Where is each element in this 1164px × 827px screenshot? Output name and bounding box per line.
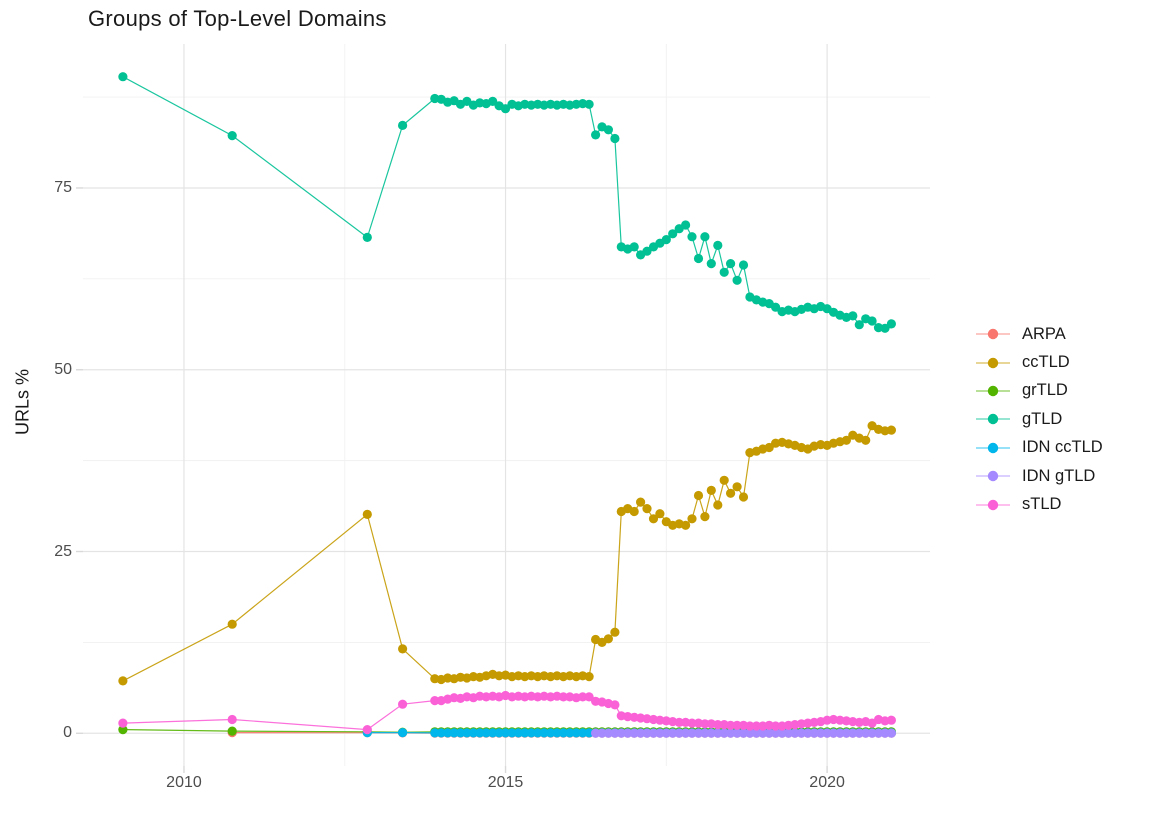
series-ccTLD: [118, 421, 897, 686]
x-tick-label-2015: 2015: [487, 774, 524, 791]
legend-label: sTLD: [1022, 495, 1062, 514]
series-line-gTLD: [122, 76, 892, 329]
legend-key-icon: [976, 385, 1010, 397]
chart-title: Groups of Top-Level Domains: [88, 6, 387, 31]
legend-key-icon: [976, 470, 1010, 482]
legend-key-icon: [976, 414, 1010, 425]
legend-label: ccTLD: [1022, 353, 1070, 372]
y-tick-label-50: 50: [54, 360, 72, 378]
x-tick-label-2010: 2010: [166, 774, 202, 791]
x-tick-label-2020: 2020: [809, 774, 845, 791]
y-tick-label-0: 0: [63, 724, 72, 742]
legend-label: gTLD: [1022, 409, 1063, 428]
legend-key-icon: [976, 442, 1010, 453]
legend-key-icon: [976, 357, 1010, 368]
series-gTLD: [118, 72, 897, 333]
legend-item-ARPA: ARPA: [976, 320, 1103, 348]
legend-label: IDN ccTLD: [1022, 438, 1103, 457]
axis-tick-marks: [76, 187, 828, 773]
y-tick-label-75: 75: [54, 178, 72, 196]
gridlines-major: [83, 44, 930, 766]
y-axis-tick-labels: 0 25 50 75: [0, 44, 72, 766]
plot-panel: [76, 44, 930, 773]
gridlines-minor: [83, 44, 930, 766]
legend-label: IDN gTLD: [1022, 466, 1096, 485]
legend-item-IDN-gTLD: IDN gTLD: [976, 462, 1103, 490]
legend-label: ARPA: [1022, 324, 1066, 343]
y-tick-label-25: 25: [54, 542, 72, 560]
legend: ARPA ccTLD grTLD gTLD IDN ccTLD IDN gTLD sTLD: [976, 320, 1103, 519]
legend-item-IDN-ccTLD: IDN ccTLD: [976, 434, 1103, 462]
series-sTLD: [118, 690, 897, 735]
legend-item-gTLD: gTLD: [976, 405, 1103, 433]
legend-item-sTLD: sTLD: [976, 490, 1103, 518]
legend-item-ccTLD: ccTLD: [976, 348, 1103, 376]
legend-key-icon: [976, 499, 1010, 510]
legend-item-grTLD: grTLD: [976, 377, 1103, 405]
x-axis-tick-labels: 2010 2015 2020: [83, 774, 930, 798]
plot-canvas: [76, 44, 930, 773]
series-IDN-gTLD: [591, 728, 897, 738]
legend-key-icon: [976, 328, 1010, 340]
legend-label: grTLD: [1022, 381, 1068, 400]
